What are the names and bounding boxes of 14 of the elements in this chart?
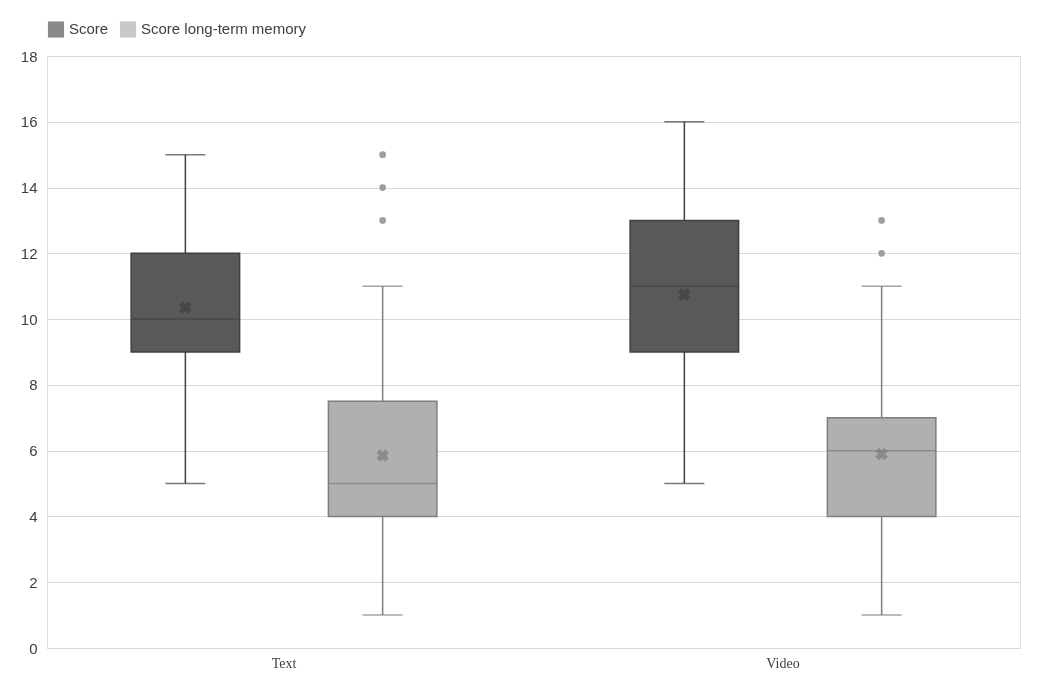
legend-label: Score long-term memory	[141, 20, 307, 38]
y-tick-label: 16	[20, 113, 38, 131]
y-tick-label: 14	[20, 179, 38, 197]
y-tick-label: 4	[29, 507, 38, 525]
y-tick-label: 6	[29, 442, 38, 460]
legend-label: Score	[69, 20, 109, 38]
y-tick-label: 0	[29, 639, 38, 657]
x-tick-label: Text	[271, 655, 297, 671]
x-tick-label: Video	[766, 655, 800, 671]
y-tick-label: 10	[20, 310, 38, 328]
y-tick-label: 2	[29, 573, 38, 591]
y-tick-label: 8	[29, 376, 38, 394]
y-tick-label: 12	[20, 244, 38, 262]
y-tick-label: 18	[20, 47, 38, 65]
